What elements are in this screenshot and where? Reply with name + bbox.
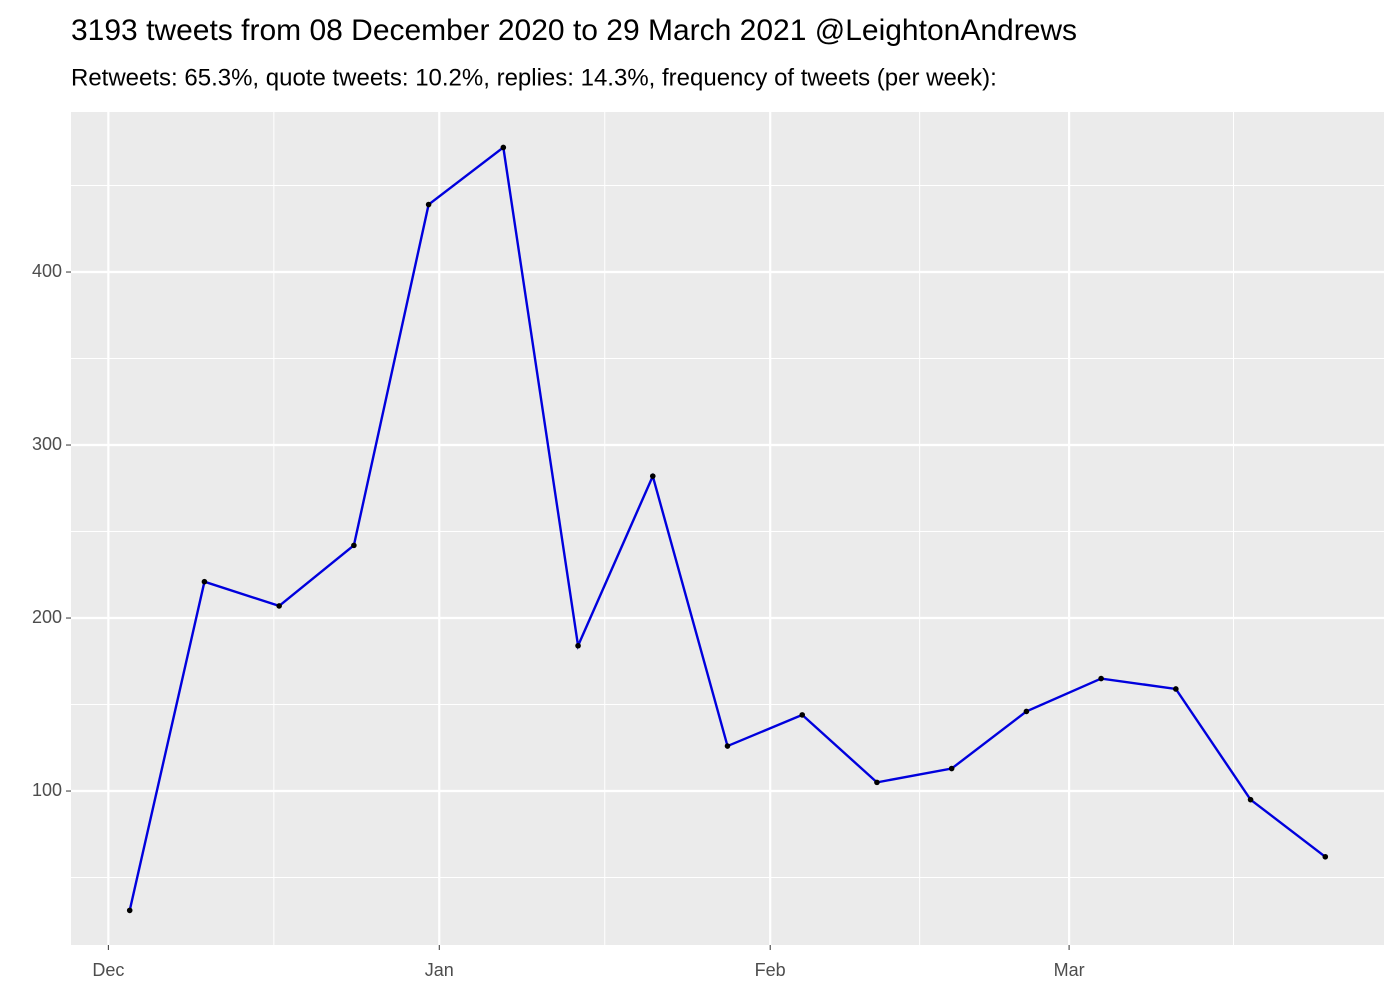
point [351,542,357,549]
point [724,743,731,749]
point [948,765,955,772]
point [874,779,880,786]
point [575,642,581,649]
point [1098,675,1104,682]
chart-subtitle: Retweets: 65.3%, quote tweets: 10.2%, re… [71,64,997,91]
point [649,473,656,479]
point [425,201,432,208]
x-tick-label: Mar [1054,960,1085,980]
x-tick-label: Dec [92,960,124,980]
point [1173,686,1179,692]
point [201,578,208,585]
point [1023,708,1030,715]
point [276,603,282,609]
y-tick-label: 400 [32,261,62,281]
panel [71,112,1384,945]
x-tick-label: Feb [755,960,786,980]
point [500,144,507,151]
y-tick-label: 200 [32,607,62,627]
point [1247,796,1254,803]
y-tick-label: 300 [32,434,62,454]
y-tick-label: 100 [32,780,62,800]
point [1322,853,1329,860]
point [799,712,806,718]
point [126,907,133,914]
x-tick-label: Jan [425,960,454,980]
chart-title: 3193 tweets from 08 December 2020 to 29 … [71,14,1077,47]
